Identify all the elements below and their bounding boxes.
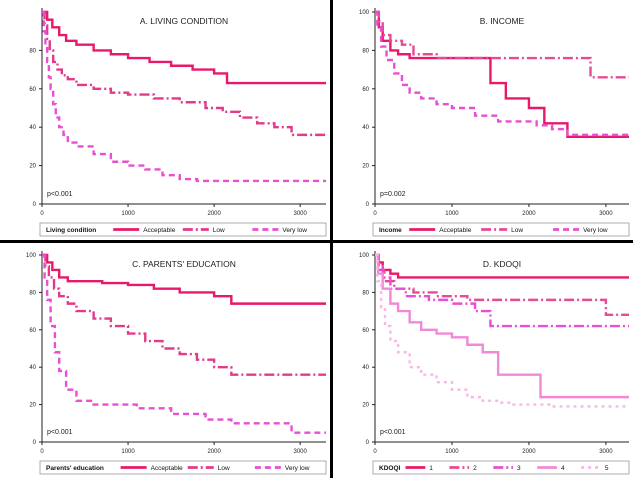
x-tick-label: 0 <box>373 449 377 455</box>
x-tick-label: 1000 <box>121 211 135 217</box>
y-tick-label: 20 <box>362 164 369 170</box>
legend-label: Acceptable <box>439 227 472 234</box>
x-tick-label: 0 <box>40 211 44 217</box>
y-tick-label: 0 <box>33 202 37 208</box>
x-tick-label: 0 <box>40 449 44 455</box>
series-line-very-low <box>375 10 629 137</box>
y-tick-label: 40 <box>29 365 36 371</box>
chart-title: A. LIVING CONDITION <box>140 16 228 26</box>
series-line-4 <box>375 253 629 399</box>
legend-title: Income <box>379 227 402 234</box>
y-tick-label: 40 <box>362 365 369 371</box>
x-tick-label: 3000 <box>294 211 308 217</box>
legend-title: Parents' education <box>46 465 104 472</box>
x-tick-label: 2000 <box>522 211 536 217</box>
panel-parents-education: 0 20 40 60 80 100 0 1000 2000 3000 C. PARENTS' EDU… <box>0 243 330 478</box>
p-value-label: p<0.001 <box>380 429 406 436</box>
y-tick-label: 20 <box>29 403 36 409</box>
legend-label: 3 <box>517 465 521 472</box>
legend-label: 5 <box>605 465 609 472</box>
series-line-acceptable <box>42 253 326 305</box>
panel-income: 0 20 40 60 80 100 0 1000 2000 3000 B. INCOME p=0.00… <box>333 0 633 240</box>
y-tick-label: 80 <box>362 290 369 296</box>
p-value-label: p<0.001 <box>47 191 73 198</box>
series-line-low <box>42 10 326 137</box>
x-tick-label: 1000 <box>445 211 459 217</box>
x-tick-label: 1000 <box>445 449 459 455</box>
legend-label: 4 <box>561 465 565 472</box>
y-tick-label: 40 <box>29 125 36 131</box>
legend-label: Low <box>213 227 225 234</box>
series-line-very-low <box>42 253 326 434</box>
y-tick-label: 60 <box>362 328 369 334</box>
legend-label: Low <box>511 227 523 234</box>
y-tick-label: 60 <box>29 328 36 334</box>
series-line-acceptable <box>42 10 326 85</box>
y-tick-label: 0 <box>366 440 370 446</box>
y-tick-label: 20 <box>29 164 36 170</box>
legend-label: Acceptable <box>151 465 184 472</box>
y-tick-label: 80 <box>362 48 369 54</box>
series-line-low <box>375 10 629 79</box>
x-tick-label: 2000 <box>207 449 221 455</box>
legend-label: Very low <box>282 227 307 234</box>
x-tick-label: 2000 <box>522 449 536 455</box>
y-tick-label: 60 <box>29 87 36 93</box>
y-tick-label: 100 <box>359 253 370 259</box>
y-tick-label: 80 <box>29 48 36 54</box>
y-tick-label: 80 <box>29 290 36 296</box>
x-tick-label: 2000 <box>207 211 221 217</box>
series-line-very-low <box>42 10 326 183</box>
chart-title: C. PARENTS' EDUCATION <box>132 259 236 269</box>
panel-kdoqi: 0 20 40 60 80 100 0 1000 2000 3000 D. KDOQI p<0.001… <box>333 243 633 478</box>
y-tick-label: 20 <box>362 403 369 409</box>
x-tick-label: 3000 <box>599 211 613 217</box>
legend-label: Very low <box>583 227 608 234</box>
y-tick-label: 100 <box>26 253 37 259</box>
vertical-divider <box>330 0 333 478</box>
series-line-3 <box>375 253 629 328</box>
p-value-label: p<0.001 <box>47 429 73 436</box>
legend-title: KDOQI <box>379 465 401 472</box>
x-tick-label: 3000 <box>294 449 308 455</box>
legend-title: Living condition <box>46 227 96 234</box>
legend-label: Very low <box>285 465 310 472</box>
horizontal-divider <box>0 240 633 243</box>
legend-label: 1 <box>429 465 433 472</box>
legend-label: 2 <box>473 465 477 472</box>
x-tick-label: 0 <box>373 211 377 217</box>
panel-living-condition: 0 20 40 60 80 0 1000 2000 3000 A. LIVING CONDITIO… <box>0 0 330 240</box>
y-tick-label: 40 <box>362 125 369 131</box>
y-tick-label: 100 <box>359 10 370 16</box>
legend-box <box>39 460 327 475</box>
chart-title: B. INCOME <box>480 16 525 26</box>
legend-label: Low <box>218 465 230 472</box>
x-tick-label: 3000 <box>599 449 613 455</box>
series-line-low <box>42 253 326 376</box>
y-tick-label: 0 <box>33 440 37 446</box>
chart-title: D. KDOQI <box>483 259 521 269</box>
y-tick-label: 0 <box>366 202 370 208</box>
p-value-label: p=0.002 <box>380 191 406 198</box>
chart-living-condition: 0 20 40 60 80 0 1000 2000 3000 A. LIVING CONDITIO… <box>29 8 327 237</box>
legend-label: Acceptable <box>143 227 176 234</box>
y-tick-label: 60 <box>362 87 369 93</box>
x-tick-label: 1000 <box>121 449 135 455</box>
